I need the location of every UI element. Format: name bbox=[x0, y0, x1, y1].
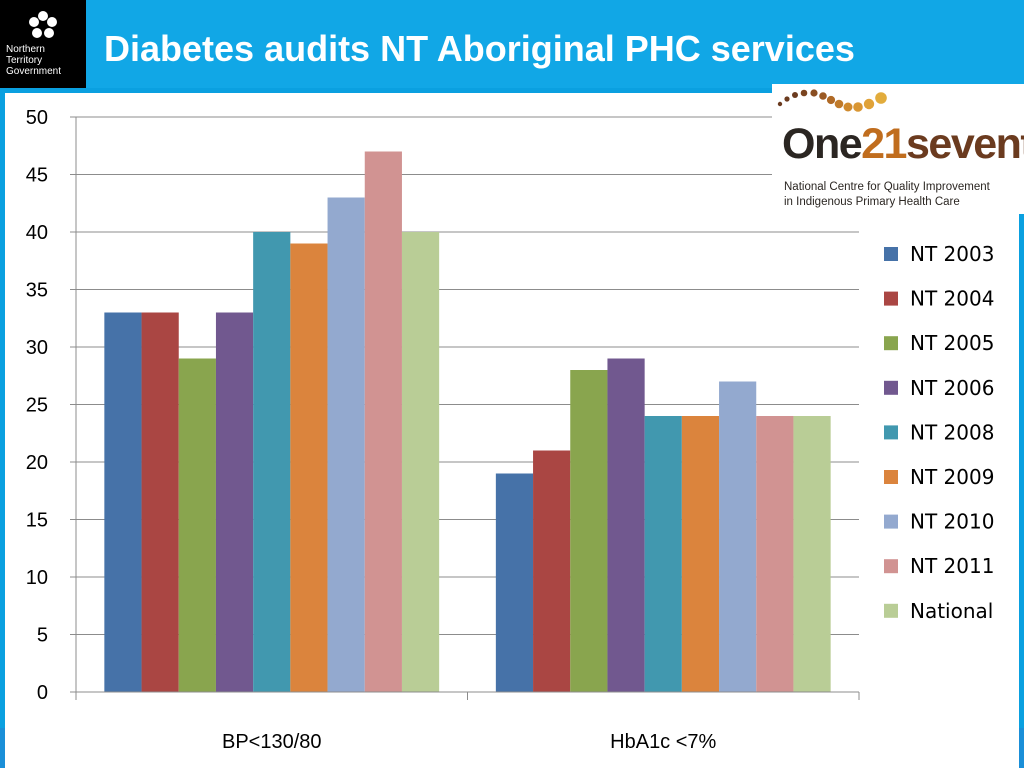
chart-legend: NT 2003 NT 2004 NT 2005 NT 2006 NT 2008 NT 20… bbox=[884, 242, 994, 623]
bar-nt-2011-2 bbox=[756, 416, 794, 692]
bar-nt-2003-2 bbox=[495, 473, 534, 692]
y-tick-label: 10 bbox=[26, 567, 48, 589]
y-tick-label: 15 bbox=[26, 510, 48, 532]
legend-swatch bbox=[884, 559, 898, 574]
legend-swatch bbox=[884, 247, 898, 261]
y-tick-label: 45 bbox=[26, 165, 48, 187]
org-name-part: seventy bbox=[905, 120, 1024, 168]
y-tick-label: 50 bbox=[26, 107, 48, 129]
legend-swatch bbox=[884, 380, 898, 395]
logo-dot bbox=[819, 92, 827, 100]
y-tick-label: 30 bbox=[26, 337, 48, 359]
bar-nt-2010-1 bbox=[327, 197, 365, 692]
x-category-label: BP<130/80 bbox=[222, 731, 322, 753]
legend-label: NT 2003 bbox=[910, 242, 994, 266]
bar-nt-2009-2 bbox=[681, 416, 720, 692]
bar-national-1 bbox=[401, 232, 440, 692]
bar-nt-2008-2 bbox=[644, 416, 682, 692]
y-tick-label: 20 bbox=[26, 452, 48, 474]
bar-nt-2008-1 bbox=[253, 232, 291, 692]
bar-nt-2009-1 bbox=[290, 243, 328, 692]
logo-dot bbox=[875, 92, 887, 104]
bar-nt-2005-1 bbox=[178, 358, 216, 692]
legend-label: NT 2004 bbox=[910, 287, 994, 311]
dotted-arc-icon bbox=[777, 89, 887, 112]
bar-nt-2004-2 bbox=[533, 450, 571, 692]
gov-logo-line: Territory bbox=[6, 55, 43, 66]
logo-dot bbox=[853, 102, 863, 112]
legend-label: NT 2006 bbox=[910, 376, 994, 400]
y-tick-label: 35 bbox=[26, 280, 48, 302]
bar-nt-2004-1 bbox=[141, 312, 179, 692]
logo-dot bbox=[843, 102, 853, 112]
legend-label: NT 2010 bbox=[910, 510, 994, 534]
bar-series bbox=[104, 151, 831, 692]
government-logo: Northern Territory Government bbox=[0, 0, 86, 88]
bar-nt-2010-2 bbox=[719, 381, 757, 692]
org-logo-name: One21seventy bbox=[782, 120, 1024, 169]
gov-logo-line: Government bbox=[6, 66, 62, 77]
chart-axes: 0 5 10 15 20 25 30 35 40 45 50 BP<130/80 HbA1c <7% bbox=[26, 107, 860, 753]
bar-nt-2003-1 bbox=[104, 312, 142, 692]
bar-national-2 bbox=[793, 416, 831, 692]
logo-dot bbox=[863, 98, 875, 110]
one21seventy-logo: One21seventy National Centre for Quality… bbox=[772, 84, 1024, 214]
bar-nt-2011-1 bbox=[364, 151, 402, 692]
legend-swatch bbox=[884, 336, 898, 351]
org-name-part: 21 bbox=[861, 120, 907, 168]
logo-dot bbox=[826, 95, 836, 105]
org-name-part: One bbox=[782, 120, 863, 168]
legend-swatch bbox=[884, 603, 898, 618]
logo-dot bbox=[834, 99, 844, 109]
org-logo-subtitle: National Centre for Quality Improvement … bbox=[784, 180, 990, 210]
org-subtitle-line: in Indigenous Primary Health Care bbox=[784, 196, 960, 208]
government-logo-text: Northern Territory Government bbox=[6, 44, 84, 77]
logo-dot bbox=[800, 89, 808, 97]
legend-swatch bbox=[884, 470, 898, 484]
org-subtitle-line: National Centre for Quality Improvement bbox=[784, 181, 990, 193]
logo-dot bbox=[777, 101, 783, 107]
y-tick-label: 25 bbox=[26, 395, 48, 417]
legend-swatch bbox=[884, 291, 898, 306]
legend-label: NT 2005 bbox=[910, 331, 994, 355]
slide-header bbox=[0, 0, 1024, 88]
legend-label: NT 2008 bbox=[910, 420, 994, 444]
bar-nt-2006-2 bbox=[607, 358, 645, 692]
bar-nt-2006-1 bbox=[215, 312, 254, 692]
legend-label: NT 2011 bbox=[910, 554, 994, 578]
flower-emblem-icon bbox=[29, 11, 57, 38]
legend-swatch bbox=[884, 514, 898, 529]
logo-dot bbox=[792, 92, 798, 98]
y-tick-label: 5 bbox=[37, 625, 48, 647]
legend-label: National bbox=[910, 599, 993, 623]
x-category-label: HbA1c <7% bbox=[610, 731, 716, 753]
slide-title: Diabetes audits NT Aboriginal PHC servic… bbox=[104, 28, 855, 69]
legend-swatch bbox=[884, 425, 898, 440]
bar-nt-2005-2 bbox=[570, 370, 608, 692]
logo-dot bbox=[784, 96, 790, 102]
logo-dot bbox=[810, 89, 818, 97]
legend-label: NT 2009 bbox=[910, 465, 994, 489]
y-tick-label: 0 bbox=[37, 682, 48, 704]
y-tick-label: 40 bbox=[26, 222, 48, 244]
gov-logo-line: Northern bbox=[6, 44, 45, 55]
